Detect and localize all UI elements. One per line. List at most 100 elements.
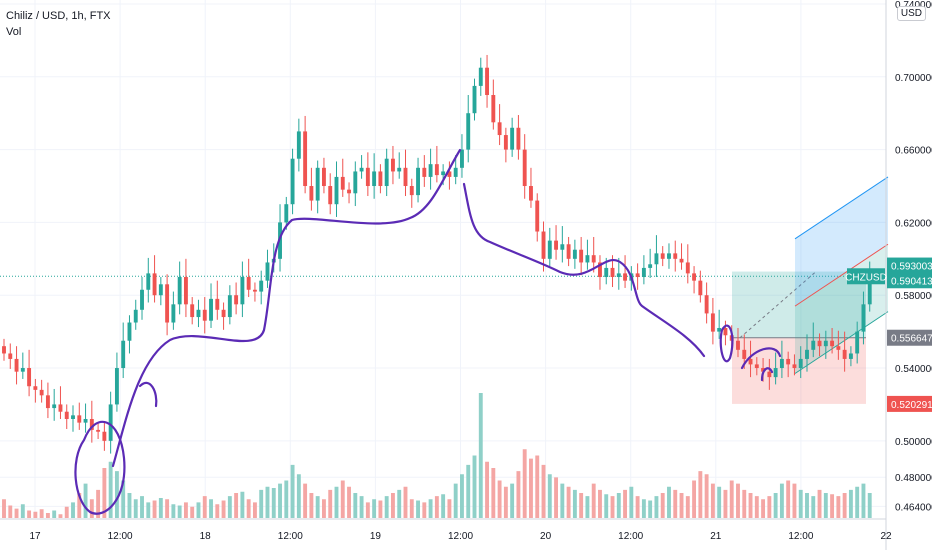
- channel-bottom-line: [794, 311, 889, 374]
- candle-body: [334, 176, 339, 205]
- candle-body: [315, 167, 320, 201]
- drawing-line-bottom-left[interactable]: [74, 420, 126, 515]
- volume-bar: [20, 504, 25, 518]
- drawing-line-hook[interactable]: [111, 148, 462, 468]
- volume-bar: [246, 499, 251, 518]
- volume-bar: [554, 477, 559, 518]
- volume-bar: [830, 494, 835, 518]
- candle-body: [52, 404, 57, 409]
- drawing-line-right[interactable]: [462, 182, 706, 358]
- candle-body: [641, 267, 646, 278]
- candle-body: [321, 167, 326, 187]
- candle-body: [585, 255, 590, 263]
- volume-bar: [2, 499, 6, 518]
- volume-bar: [660, 493, 665, 518]
- volume-bar: [265, 486, 270, 518]
- volume-bar: [698, 471, 703, 518]
- volume-bar: [8, 505, 13, 518]
- candle-body: [867, 277, 872, 305]
- volume-bar: [278, 483, 282, 518]
- volume-bar: [359, 496, 364, 518]
- candle-body: [848, 353, 853, 359]
- volume-bar: [811, 496, 816, 518]
- candle-body: [485, 67, 489, 96]
- price-tag: [887, 257, 932, 274]
- candle-body: [754, 364, 759, 369]
- candle-body: [516, 127, 521, 150]
- volume-bar: [648, 500, 653, 518]
- candle-body: [165, 284, 170, 323]
- candle-body: [805, 349, 809, 359]
- symbol-price-tag-label: CHZUSD: [845, 272, 887, 283]
- candle-body: [303, 131, 308, 187]
- volume-bar: [347, 486, 351, 518]
- candle-body: [698, 280, 703, 296]
- x-tick-label: 12:00: [788, 531, 813, 542]
- volume-bar: [114, 471, 119, 518]
- x-tick-label: 20: [540, 531, 552, 542]
- candle-body: [434, 164, 439, 176]
- candle-body: [290, 158, 295, 205]
- volume-bar: [491, 468, 496, 518]
- drawing-line-small-hook[interactable]: [138, 381, 158, 408]
- candle-body: [541, 231, 546, 259]
- candle-body: [736, 340, 740, 350]
- candle-body: [761, 368, 766, 372]
- candle-body: [422, 167, 427, 177]
- candle-body: [234, 295, 239, 305]
- volume-bar: [654, 496, 659, 518]
- candle-body: [786, 358, 791, 365]
- currency-badge[interactable]: USD: [896, 6, 926, 21]
- candle-body: [598, 262, 602, 278]
- volume-bar: [14, 508, 19, 518]
- candle-body: [246, 277, 251, 290]
- candle-body: [798, 358, 803, 369]
- candle-body: [196, 309, 201, 318]
- candle-body: [579, 249, 584, 263]
- volume-bar: [227, 496, 232, 518]
- candle-body: [108, 404, 113, 441]
- price-tag-label: 0.590413: [891, 276, 932, 287]
- candle-body: [89, 418, 94, 430]
- candle-body: [503, 135, 508, 150]
- candle-body: [466, 113, 471, 150]
- candle-body: [591, 255, 596, 263]
- volume-bar: [629, 486, 634, 518]
- volume-bar: [340, 480, 345, 518]
- candle-body: [704, 295, 709, 314]
- volume-bar: [754, 496, 759, 518]
- volume-bar: [497, 480, 502, 518]
- drawing-arc-right[interactable]: [740, 347, 782, 382]
- volume-bar: [384, 496, 389, 518]
- x-tick-label: 17: [29, 531, 41, 542]
- volume-bar: [434, 496, 439, 518]
- volume-bar: [202, 496, 207, 518]
- volume-bar: [58, 514, 63, 518]
- price-labels: 0.593003 CHZUSD 0.590413 0.556647 0.520291: [845, 257, 932, 412]
- volume-bar: [610, 496, 615, 518]
- volume-bar: [121, 480, 126, 518]
- candle-body: [572, 249, 577, 259]
- volume-bar: [547, 474, 552, 518]
- drawing-circle-right[interactable]: [719, 324, 734, 363]
- candle-body: [215, 298, 220, 310]
- volume-bar: [710, 483, 715, 518]
- candle-body: [823, 340, 828, 347]
- candle-body: [259, 280, 264, 292]
- candle-body: [359, 167, 364, 172]
- candle-body: [742, 349, 747, 359]
- y-tick-label: 0.740000: [895, 0, 932, 11]
- volume-bar: [397, 489, 402, 518]
- volume-bar: [252, 502, 257, 518]
- candle-body: [855, 331, 860, 354]
- candle-body: [45, 395, 50, 409]
- volume-bar: [171, 504, 176, 518]
- freehand-drawings[interactable]: [74, 148, 782, 515]
